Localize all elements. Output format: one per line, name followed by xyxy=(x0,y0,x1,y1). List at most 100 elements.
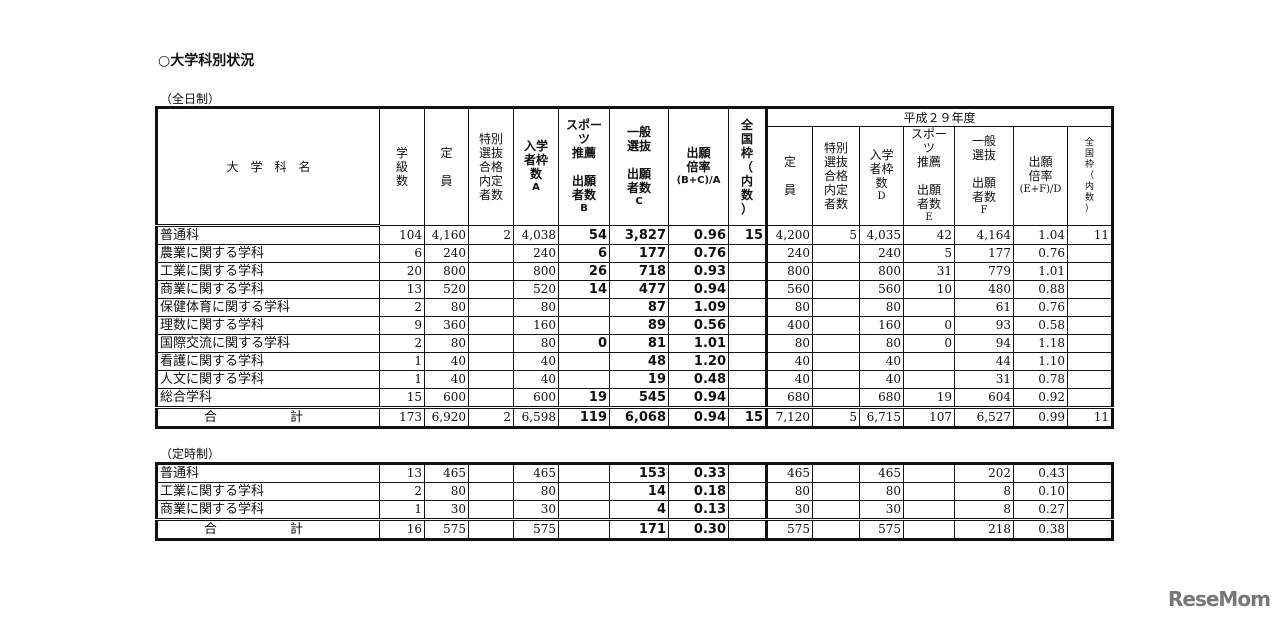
column-header: 特別 選抜 合格 内定 者数 xyxy=(812,126,860,226)
cell: 4,200 xyxy=(765,225,813,245)
cell xyxy=(728,518,767,540)
row-name: 農業に関する学科 xyxy=(156,244,380,263)
cell xyxy=(1067,370,1113,389)
cell: 80 xyxy=(859,334,904,353)
header-label: 入学 者枠 数 xyxy=(869,148,894,190)
cell xyxy=(468,482,514,501)
cell: 31 xyxy=(903,262,955,281)
row-name: 合 計 xyxy=(156,406,380,428)
cell: 119 xyxy=(558,406,610,428)
cell: 54 xyxy=(558,225,610,245)
cell: 0.10 xyxy=(1013,482,1068,501)
cell: 26 xyxy=(558,262,610,281)
row-name: 工業に関する学科 xyxy=(156,262,380,281)
row-name: 人文に関する学科 xyxy=(156,370,380,389)
cell: 15 xyxy=(728,406,767,428)
cell: 11 xyxy=(1067,406,1113,428)
row-name: 普通科 xyxy=(156,463,380,483)
cell xyxy=(903,518,955,540)
cell xyxy=(728,388,767,408)
table-row: 国際交流に関する学科 2 80 80 0 81 1.01 80 80 0 94 1.18 xyxy=(156,334,1113,353)
cell xyxy=(812,298,860,317)
cell xyxy=(812,352,860,371)
cell: 40 xyxy=(513,370,559,389)
cell: 0.76 xyxy=(1013,298,1068,317)
cell: 575 xyxy=(859,518,904,540)
cell xyxy=(468,388,514,408)
cell: 0.96 xyxy=(668,225,729,245)
cell: 160 xyxy=(513,316,559,335)
column-header: 大 学 科 名 xyxy=(156,107,380,227)
cell: 80 xyxy=(765,482,813,501)
cell: 800 xyxy=(765,262,813,281)
cell: 80 xyxy=(765,298,813,317)
cell: 477 xyxy=(609,280,669,299)
cell: 240 xyxy=(765,244,813,263)
cell xyxy=(468,262,514,281)
cell xyxy=(1067,298,1113,317)
cell: 30 xyxy=(424,500,469,520)
header-label: 特別 選抜 合格 内定 者数 xyxy=(823,141,848,211)
cell: 13 xyxy=(379,280,425,299)
header-formula: D xyxy=(877,191,886,202)
cell: 80 xyxy=(424,482,469,501)
cell xyxy=(558,463,610,483)
cell: 19 xyxy=(609,370,669,389)
cell: 240 xyxy=(859,244,904,263)
cell: 2 xyxy=(468,225,514,245)
row-name: 普通科 xyxy=(156,225,380,245)
cell xyxy=(903,352,955,371)
year-header: 平成２９年度 xyxy=(765,107,1113,127)
cell: 40 xyxy=(513,352,559,371)
cell: 19 xyxy=(903,388,955,408)
cell: 87 xyxy=(609,298,669,317)
header-formula: C xyxy=(635,196,643,207)
cell xyxy=(903,370,955,389)
table-row: 人文に関する学科 1 40 40 19 0.48 40 40 31 0.78 xyxy=(156,370,1113,389)
cell: 16 xyxy=(379,518,425,540)
cell xyxy=(558,352,610,371)
total-row: 合 計 16 575 575 171 0.30 575 575 218 0.38 xyxy=(156,518,1113,540)
cell: 80 xyxy=(424,298,469,317)
header-label: スポーツ 推薦 出願 者数 xyxy=(910,127,947,212)
cell: 44 xyxy=(954,352,1014,371)
cell: 520 xyxy=(424,280,469,299)
cell xyxy=(558,518,610,540)
cell: 465 xyxy=(513,463,559,483)
cell: 0 xyxy=(903,334,955,353)
cell: 30 xyxy=(859,500,904,520)
parttime-table: 普通科 13 465 465 153 0.33 465 465 202 0.43 工業に関する学科 2… xyxy=(155,462,1114,541)
cell: 6,598 xyxy=(513,406,559,428)
cell: 0.76 xyxy=(668,244,729,263)
column-header: 全 国 枠 （ 内 数 ） xyxy=(1067,126,1113,226)
cell xyxy=(812,334,860,353)
header-formula: B xyxy=(580,203,588,214)
cell: 0.94 xyxy=(668,388,729,408)
header-label: 定 員 xyxy=(440,146,453,188)
cell: 94 xyxy=(954,334,1014,353)
cell xyxy=(1067,388,1113,408)
cell: 1.01 xyxy=(1013,262,1068,281)
cell: 800 xyxy=(513,262,559,281)
cell: 0.56 xyxy=(668,316,729,335)
cell: 4 xyxy=(609,500,669,520)
cell: 575 xyxy=(513,518,559,540)
cell: 0.33 xyxy=(668,463,729,483)
cell: 1 xyxy=(379,370,425,389)
cell xyxy=(903,463,955,483)
cell: 6,527 xyxy=(954,406,1014,428)
cell: 2 xyxy=(468,406,514,428)
row-name: 理数に関する学科 xyxy=(156,316,380,335)
table-row: 保健体育に関する学科 2 80 80 87 1.09 80 80 61 0.76 xyxy=(156,298,1113,317)
cell: 173 xyxy=(379,406,425,428)
cell: 575 xyxy=(424,518,469,540)
cell: 218 xyxy=(954,518,1014,540)
fulltime-label: （全日制） xyxy=(160,92,221,106)
cell xyxy=(1067,482,1113,501)
header-label: 全 国 枠 （ 内 数 ） xyxy=(740,118,753,216)
cell xyxy=(468,280,514,299)
header-formula: F xyxy=(980,205,988,216)
cell: 0.58 xyxy=(1013,316,1068,335)
cell xyxy=(558,370,610,389)
